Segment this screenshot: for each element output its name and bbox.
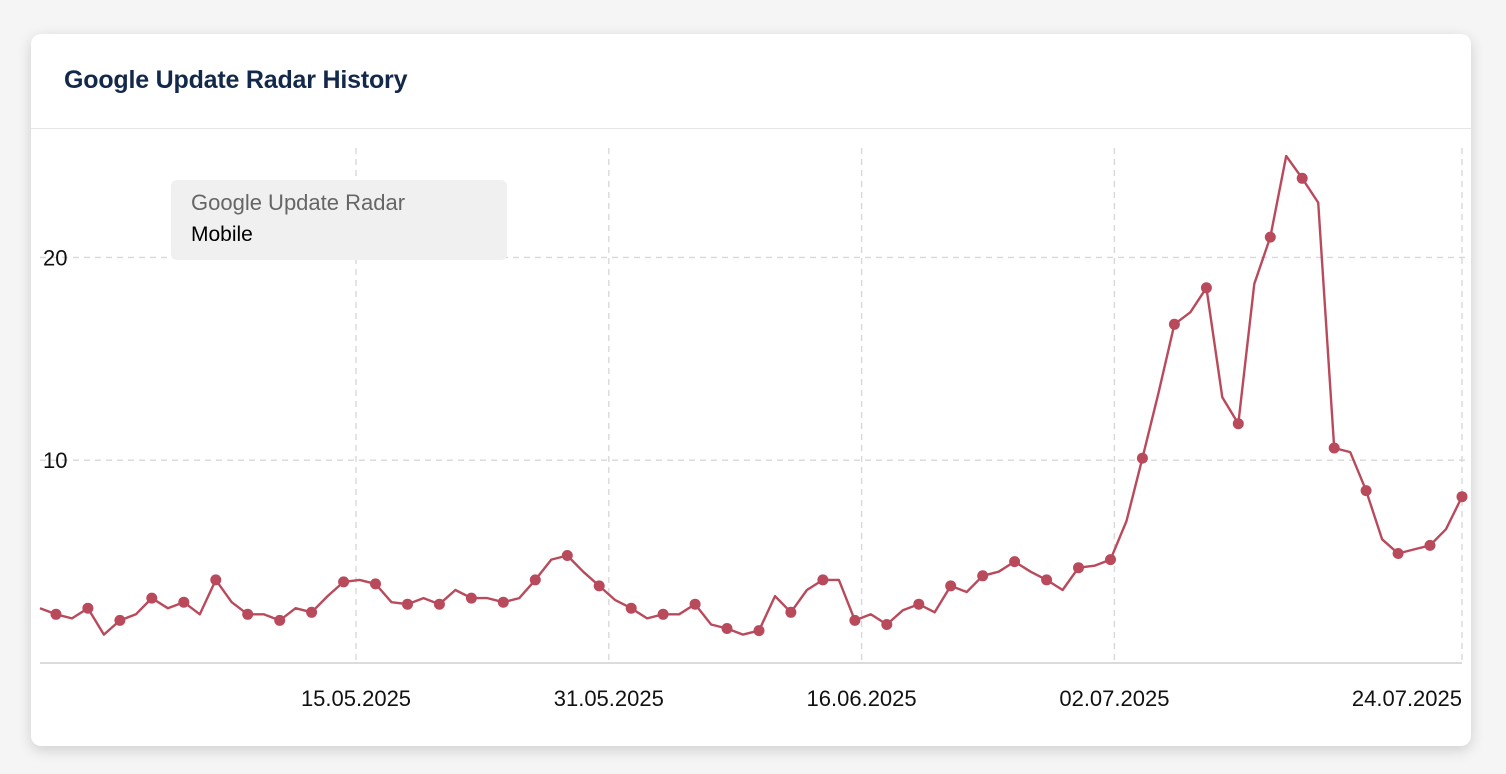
- data-point: [146, 592, 158, 604]
- data-point: [1041, 574, 1053, 586]
- data-point: [338, 576, 350, 588]
- data-point: [977, 570, 989, 582]
- series-mobile: [39, 154, 1468, 637]
- data-point: [1136, 452, 1148, 464]
- x-tick-label-0: 15.05.2025: [301, 686, 411, 711]
- data-point: [210, 574, 222, 586]
- card-header: Google Update Radar History: [31, 34, 1471, 129]
- data-point: [881, 619, 893, 630]
- data-point: [465, 592, 477, 604]
- data-point: [1392, 548, 1404, 559]
- data-point: [50, 608, 62, 620]
- data-point: [753, 625, 765, 637]
- data-point: [1232, 418, 1244, 430]
- data-point: [178, 596, 190, 608]
- legend-tooltip: Google Update Radar Mobile: [171, 180, 507, 260]
- x-tick-label-2: 16.06.2025: [807, 686, 917, 711]
- data-point: [370, 578, 381, 590]
- data-point: [1296, 172, 1308, 184]
- data-point: [1328, 442, 1340, 454]
- data-point: [849, 614, 861, 626]
- data-point: [913, 598, 925, 610]
- legend-series-mobile: Mobile: [191, 223, 253, 246]
- data-point: [657, 608, 669, 620]
- data-point: [433, 598, 445, 610]
- data-point: [945, 580, 957, 592]
- data-point: [1073, 562, 1084, 574]
- data-point: [274, 614, 286, 626]
- data-point: [306, 606, 318, 618]
- data-point: [785, 606, 797, 618]
- legend-title: Google Update Radar: [191, 190, 406, 215]
- y-tick-label-10: 10: [43, 448, 67, 473]
- data-point: [1200, 282, 1212, 294]
- chart-title: Google Update Radar History: [64, 66, 408, 94]
- data-point: [721, 623, 733, 634]
- data-point: [1456, 491, 1468, 503]
- data-point: [1360, 485, 1372, 497]
- data-point: [1009, 556, 1021, 568]
- line-chart: 10 20 15.05.2025 31.05.2025 16.06.2025 02.07.…: [39, 148, 1470, 711]
- data-point: [497, 596, 509, 608]
- y-tick-label-20: 20: [43, 245, 67, 270]
- data-point: [82, 602, 94, 614]
- data-point: [625, 602, 637, 614]
- chart-card: Google Update Radar History 10 20 15.05.20…: [31, 34, 1471, 746]
- data-point: [114, 614, 126, 626]
- data-point: [529, 574, 541, 586]
- x-tick-label-4: 24.07.2025: [1352, 686, 1462, 711]
- grid-lines: [40, 148, 1470, 663]
- data-point: [1424, 539, 1436, 551]
- data-point: [1105, 554, 1116, 566]
- data-point: [689, 598, 701, 610]
- tick-labels: 10 20 15.05.2025 31.05.2025 16.06.2025 02.07.…: [43, 245, 1462, 711]
- data-point: [1264, 231, 1276, 243]
- data-point: [817, 574, 829, 586]
- data-point: [1168, 318, 1180, 330]
- data-point: [561, 550, 573, 561]
- x-tick-label-1: 31.05.2025: [554, 686, 664, 711]
- x-tick-label-3: 02.07.2025: [1059, 686, 1169, 711]
- data-point: [593, 580, 605, 592]
- data-point: [242, 608, 254, 620]
- data-point: [402, 598, 413, 610]
